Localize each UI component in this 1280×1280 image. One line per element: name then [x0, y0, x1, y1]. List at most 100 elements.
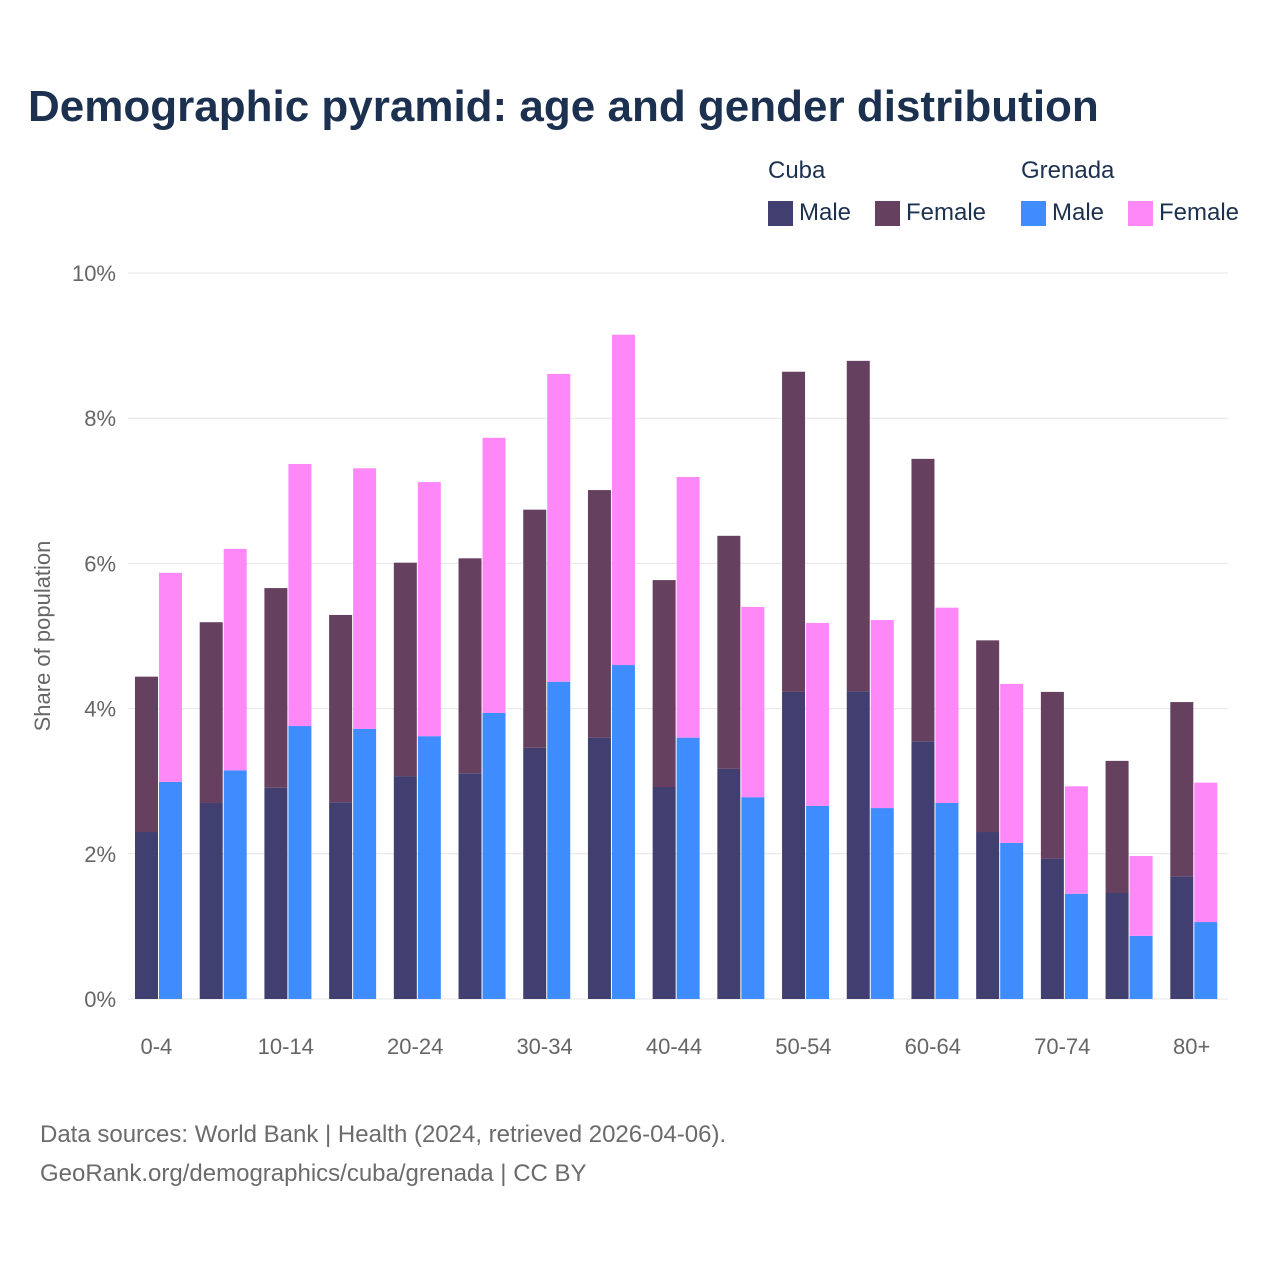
bar-grenada-male[interactable] [611, 665, 635, 999]
x-tick-label: 0-4 [140, 1034, 172, 1059]
bar-grenada-male[interactable] [1000, 842, 1024, 999]
bar-grenada-female[interactable] [1000, 683, 1024, 843]
bar-cuba-female[interactable] [976, 640, 1000, 833]
bar-cuba-male[interactable] [458, 773, 482, 999]
bar-cuba-female[interactable] [652, 580, 676, 788]
bar-grenada-female[interactable] [1064, 786, 1088, 894]
y-tick-label: 4% [84, 697, 116, 722]
bar-cuba-female[interactable] [911, 458, 935, 742]
bar-grenada-female[interactable] [288, 463, 312, 727]
bar-cuba-female[interactable] [1170, 702, 1194, 877]
legend-label: Female [906, 199, 987, 226]
bar-grenada-male[interactable] [1064, 893, 1088, 999]
footer: Data sources: World Bank | Health (2024,… [40, 1115, 726, 1193]
legend-swatch [1021, 200, 1046, 226]
legend-swatch [768, 200, 793, 226]
bar-cuba-female[interactable] [393, 562, 417, 777]
x-tick-label: 40-44 [646, 1034, 702, 1059]
bar-cuba-male[interactable] [846, 691, 870, 999]
bar-grenada-female[interactable] [223, 548, 247, 771]
legend-item-grenada-male[interactable]: Male [1021, 199, 1104, 227]
bar-cuba-female[interactable] [846, 360, 870, 692]
bar-grenada-female[interactable] [482, 437, 506, 713]
bar-grenada-female[interactable] [1194, 782, 1218, 923]
legend-label: Male [799, 199, 852, 226]
legend-item-cuba-female[interactable]: Female [875, 199, 986, 227]
bar-grenada-female[interactable] [611, 334, 635, 666]
bar-cuba-female[interactable] [587, 490, 611, 738]
bar-grenada-female[interactable] [353, 468, 377, 729]
bar-grenada-female[interactable] [935, 607, 959, 803]
y-tick-label: 2% [84, 842, 116, 867]
bar-cuba-female[interactable] [264, 588, 288, 788]
bar-cuba-male[interactable] [911, 741, 935, 999]
legend-group-cuba: Cuba [768, 157, 826, 184]
bar-grenada-male[interactable] [676, 737, 700, 999]
bar-cuba-male[interactable] [329, 802, 353, 999]
y-tick-label: 6% [84, 551, 116, 576]
bar-grenada-male[interactable] [482, 712, 506, 999]
attribution-text: GeoRank.org/demographics/cuba/grenada | … [40, 1160, 587, 1187]
y-tick-label: 10% [72, 261, 116, 286]
y-tick-label: 8% [84, 406, 116, 431]
bar-grenada-male[interactable] [159, 781, 182, 999]
bar-cuba-male[interactable] [782, 691, 806, 999]
bar-cuba-female[interactable] [717, 535, 741, 769]
bar-grenada-male[interactable] [353, 728, 377, 999]
x-tick-label: 20-24 [387, 1034, 443, 1059]
bar-grenada-female[interactable] [159, 572, 182, 782]
bar-grenada-male[interactable] [1129, 935, 1153, 999]
bar-cuba-male[interactable] [587, 737, 611, 999]
bar-cuba-male[interactable] [1170, 876, 1194, 999]
legend-swatch [1128, 200, 1153, 226]
bar-grenada-male[interactable] [288, 726, 312, 999]
bar-grenada-male[interactable] [1194, 922, 1218, 999]
bar-cuba-female[interactable] [1040, 691, 1064, 859]
legend-label: Female [1159, 199, 1240, 226]
legend-item-grenada-female[interactable]: Female [1128, 199, 1239, 227]
bar-cuba-male[interactable] [1040, 858, 1064, 999]
bar-cuba-male[interactable] [976, 832, 1000, 999]
legend-swatch [875, 200, 900, 226]
chart-title: Demographic pyramid: age and gender dist… [28, 82, 1099, 131]
bar-grenada-female[interactable] [870, 620, 894, 809]
bar-grenada-female[interactable] [1129, 855, 1153, 936]
bar-grenada-female[interactable] [741, 606, 765, 798]
bar-cuba-male[interactable] [652, 787, 676, 999]
bar-cuba-female[interactable] [1105, 760, 1129, 894]
bar-grenada-male[interactable] [547, 681, 571, 999]
bar-cuba-female[interactable] [199, 622, 223, 803]
bar-grenada-male[interactable] [417, 736, 441, 999]
bar-cuba-male[interactable] [264, 787, 288, 999]
bar-grenada-female[interactable] [417, 482, 441, 737]
bar-grenada-male[interactable] [870, 808, 894, 999]
y-tick-label: 0% [84, 987, 116, 1012]
bar-cuba-female[interactable] [329, 614, 353, 803]
bar-grenada-female[interactable] [806, 622, 830, 806]
bar-cuba-female[interactable] [782, 371, 806, 692]
bar-cuba-male[interactable] [135, 832, 158, 999]
bar-grenada-female[interactable] [547, 373, 571, 682]
bar-cuba-male[interactable] [717, 768, 741, 999]
bar-grenada-male[interactable] [741, 797, 765, 999]
x-tick-label: 70-74 [1034, 1034, 1090, 1059]
bar-cuba-female[interactable] [135, 676, 158, 833]
bar-cuba-male[interactable] [199, 802, 223, 999]
bar-grenada-male[interactable] [935, 802, 959, 999]
x-tick-label: 50-54 [775, 1034, 831, 1059]
legend-item-cuba-male[interactable]: Male [768, 199, 851, 227]
bar-cuba-male[interactable] [1105, 893, 1129, 999]
x-tick-label: 10-14 [258, 1034, 314, 1059]
source-text: Data sources: World Bank | Health (2024,… [40, 1121, 727, 1148]
bar-grenada-male[interactable] [223, 770, 247, 999]
bar-cuba-male[interactable] [393, 776, 417, 999]
bar-cuba-male[interactable] [523, 747, 547, 999]
x-tick-label: 60-64 [905, 1034, 961, 1059]
x-tick-label: 30-34 [516, 1034, 572, 1059]
bar-grenada-male[interactable] [806, 805, 830, 999]
bar-grenada-female[interactable] [676, 477, 700, 738]
bar-cuba-female[interactable] [458, 558, 482, 774]
bar-cuba-female[interactable] [523, 509, 547, 748]
x-tick-label: 80+ [1173, 1034, 1210, 1059]
